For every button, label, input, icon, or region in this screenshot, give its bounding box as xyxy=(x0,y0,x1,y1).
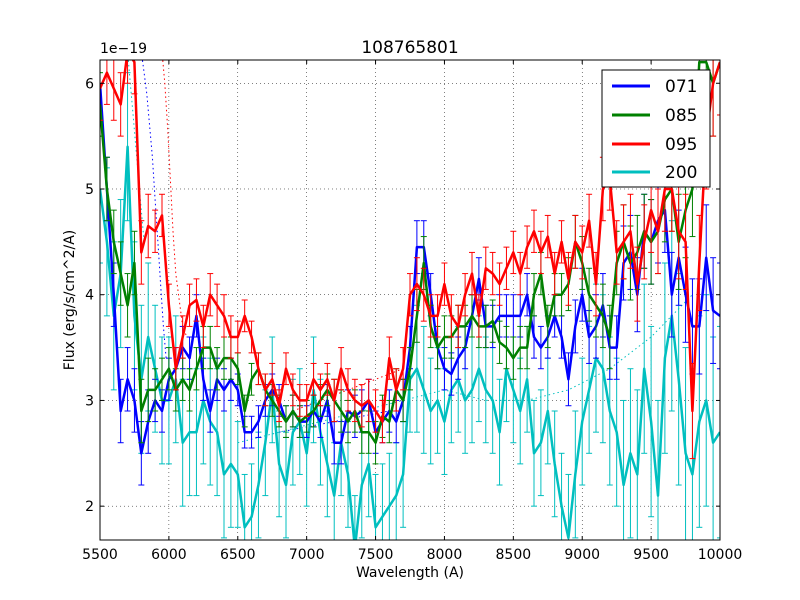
legend: 071 085 095 200 xyxy=(601,69,711,188)
chart-title: 108765801 xyxy=(361,38,458,58)
x-axis-label: Wavelength (A) xyxy=(356,565,464,581)
x-tick-label: 10000 xyxy=(698,547,743,563)
legend-box xyxy=(601,69,711,188)
legend-label-200: 200 xyxy=(665,163,697,183)
y-tick-label: 3 xyxy=(85,393,94,409)
x-tick-label: 8000 xyxy=(427,547,463,563)
y-tick-label: 2 xyxy=(85,499,94,515)
x-tick-label: 7000 xyxy=(289,547,325,563)
y-offset-label: 1e−19 xyxy=(100,41,147,57)
x-tick-label: 6500 xyxy=(220,547,256,563)
legend-label-085: 085 xyxy=(665,106,697,126)
series-line-095 xyxy=(100,60,720,423)
x-tick-label: 9500 xyxy=(633,547,669,563)
ticks: 5500 6000 6500 7000 7500 8000 8500 9000 9500 1000… xyxy=(82,60,742,563)
x-tick-label: 6000 xyxy=(151,547,187,563)
y-axis-label: Flux (erg/s/cm^2/A) xyxy=(62,230,78,370)
y-tick-label: 5 xyxy=(85,182,94,198)
legend-label-071: 071 xyxy=(665,77,697,97)
dotted-curve xyxy=(141,60,167,359)
legend-label-095: 095 xyxy=(665,135,697,155)
x-tick-label: 5500 xyxy=(82,547,118,563)
y-tick-label: 6 xyxy=(85,76,94,92)
x-tick-label: 7500 xyxy=(358,547,394,563)
y-tick-label: 4 xyxy=(85,288,94,304)
dotted-curve xyxy=(162,60,188,338)
x-tick-label: 9000 xyxy=(564,547,600,563)
plot-frame xyxy=(99,59,721,541)
x-tick-label: 8500 xyxy=(496,547,532,563)
dotted-curve xyxy=(279,410,390,433)
data-layer xyxy=(100,60,720,540)
